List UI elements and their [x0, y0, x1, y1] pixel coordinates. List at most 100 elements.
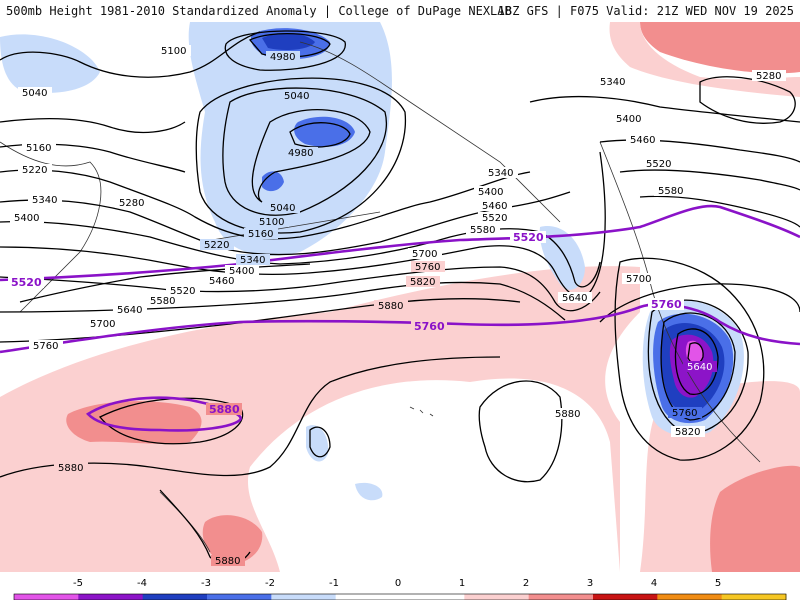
label-5580-mid: 5580: [470, 225, 495, 236]
colorbar-tick-label: 0: [395, 578, 401, 589]
label-5160-west: 5160: [26, 143, 51, 154]
coastlines: [0, 41, 761, 553]
contour-line: [674, 328, 719, 395]
label-5460-mid: 5460: [482, 201, 507, 212]
label-5220: 5220: [204, 240, 229, 251]
label-5400-mid: 5400: [478, 187, 503, 198]
contour-line: [529, 95, 800, 123]
header-valid-time: 18Z GFS | F075 Valid: 21Z WED NOV 19 202…: [497, 4, 794, 18]
label-5520: 5520: [170, 286, 195, 297]
colorbar-tick-label: 3: [587, 578, 593, 589]
positive-anomaly-2-west: [66, 401, 202, 444]
colorbar-swatch: [400, 594, 465, 600]
contour-line: [478, 380, 563, 483]
purple-label-5520-west: 5520: [11, 276, 42, 289]
contour-line: [614, 257, 765, 461]
contour-line: [619, 169, 800, 191]
label-5520-east: 5520: [646, 159, 671, 170]
colorbar-tick-label: 4: [651, 578, 657, 589]
negative-anomaly-2-low: [262, 171, 284, 192]
negative-anomaly-small2: [355, 482, 383, 501]
label-5400-west: 5400: [14, 213, 39, 224]
label-5040-low: 5040: [270, 203, 295, 214]
colorbar-tick-label: -4: [137, 578, 147, 589]
contour-line: [0, 118, 186, 134]
negative-anomaly-trough: [539, 226, 585, 290]
label-5760-mid: 5760: [415, 262, 440, 273]
contour-5760: [0, 303, 800, 354]
contour-line: [224, 30, 346, 71]
contour-5880: [85, 396, 242, 432]
label-5760-low: 5760: [672, 408, 697, 419]
neutral-gap: [247, 378, 620, 572]
label-5820-low: 5820: [675, 427, 700, 438]
coastline-aleutians: [199, 211, 381, 243]
positive-anomaly-2-northeast: [640, 22, 800, 74]
label-5700-east: 5700: [626, 274, 651, 285]
contour-line: [222, 87, 388, 216]
label-5160: 5160: [248, 229, 273, 240]
purple-label-5520-east: 5520: [513, 231, 544, 244]
negative-anomaly-nw: [0, 34, 100, 93]
label-5700: 5700: [90, 319, 115, 330]
purple-label-5880: 5880: [209, 403, 240, 416]
negative-anomaly-2-mid: [294, 116, 355, 147]
label-5880-north: 5880: [378, 301, 403, 312]
colorbar-tick-label: 1: [459, 578, 465, 589]
label-5880-south: 5880: [215, 556, 240, 567]
colorbar-swatch: [528, 594, 594, 600]
label-5400: 5400: [229, 266, 254, 277]
header-title: 500mb Height 1981-2010 Standardized Anom…: [6, 4, 512, 18]
colorbar-tick-label: 5: [715, 578, 721, 589]
coastline-northamerica: [599, 141, 761, 463]
highlight-contours: [0, 204, 800, 432]
label-5640: 5640: [117, 305, 142, 316]
label-5880-high: 5880: [555, 409, 580, 420]
colorbar-swatch: [657, 594, 723, 600]
label-5280: 5280: [119, 198, 144, 209]
colorbar-swatch: [14, 594, 79, 600]
negative-anomaly-small: [306, 425, 329, 462]
colorbar-tick-label: -5: [73, 578, 83, 589]
label-5580-east: 5580: [658, 186, 683, 197]
positive-anomaly-1-northeast: [609, 22, 800, 97]
label-5820: 5820: [410, 277, 435, 288]
negative-anomaly-3-north: [262, 33, 315, 50]
colorbar-swatch: [142, 594, 208, 600]
label-4980-mid: 4980: [288, 148, 313, 159]
contour-line: [0, 31, 261, 78]
label-5040-west: 5040: [22, 88, 47, 99]
coastline-alaska: [299, 41, 561, 223]
colorbar-swatch: [593, 594, 658, 600]
contour-line: [647, 299, 749, 435]
label-4980-north: 4980: [270, 52, 295, 63]
colorbar-swatch: [721, 594, 787, 600]
colorbar-tick-label: -3: [201, 578, 211, 589]
label-5700-mid: 5700: [412, 249, 437, 260]
positive-anomaly-2-southeast: [710, 465, 800, 572]
label-5580: 5580: [150, 296, 175, 307]
contour-line: [699, 76, 796, 124]
contour-line: [289, 122, 351, 148]
coastline-asia: [0, 141, 102, 313]
label-5400-east: 5400: [616, 114, 641, 125]
map-header: 500mb Height 1981-2010 Standardized Anom…: [0, 0, 800, 22]
neutral-north-band: [0, 22, 800, 322]
label-5040-alaska: 5040: [284, 91, 309, 102]
contour-line: [660, 312, 736, 421]
contour-5520: [0, 204, 800, 282]
colorbar-swatch: [335, 594, 401, 600]
colorbar-swatch: [78, 594, 144, 600]
colorbar-swatch: [207, 594, 272, 600]
colorbar-tick-label: -1: [329, 578, 339, 589]
label-5880-sw: 5880: [58, 463, 83, 474]
colorbar-outline: [13, 593, 787, 600]
label-5280-east: 5280: [756, 71, 781, 82]
colorbar-tick-label: -2: [265, 578, 275, 589]
anomaly-map: 4980 4980 5040 5040 5040 5100 5100 5160 …: [0, 22, 800, 572]
contour-line: [98, 397, 244, 445]
hawaii-islands: [409, 406, 434, 417]
purple-label-5760: 5760: [414, 320, 445, 333]
contour-line: [599, 283, 800, 323]
